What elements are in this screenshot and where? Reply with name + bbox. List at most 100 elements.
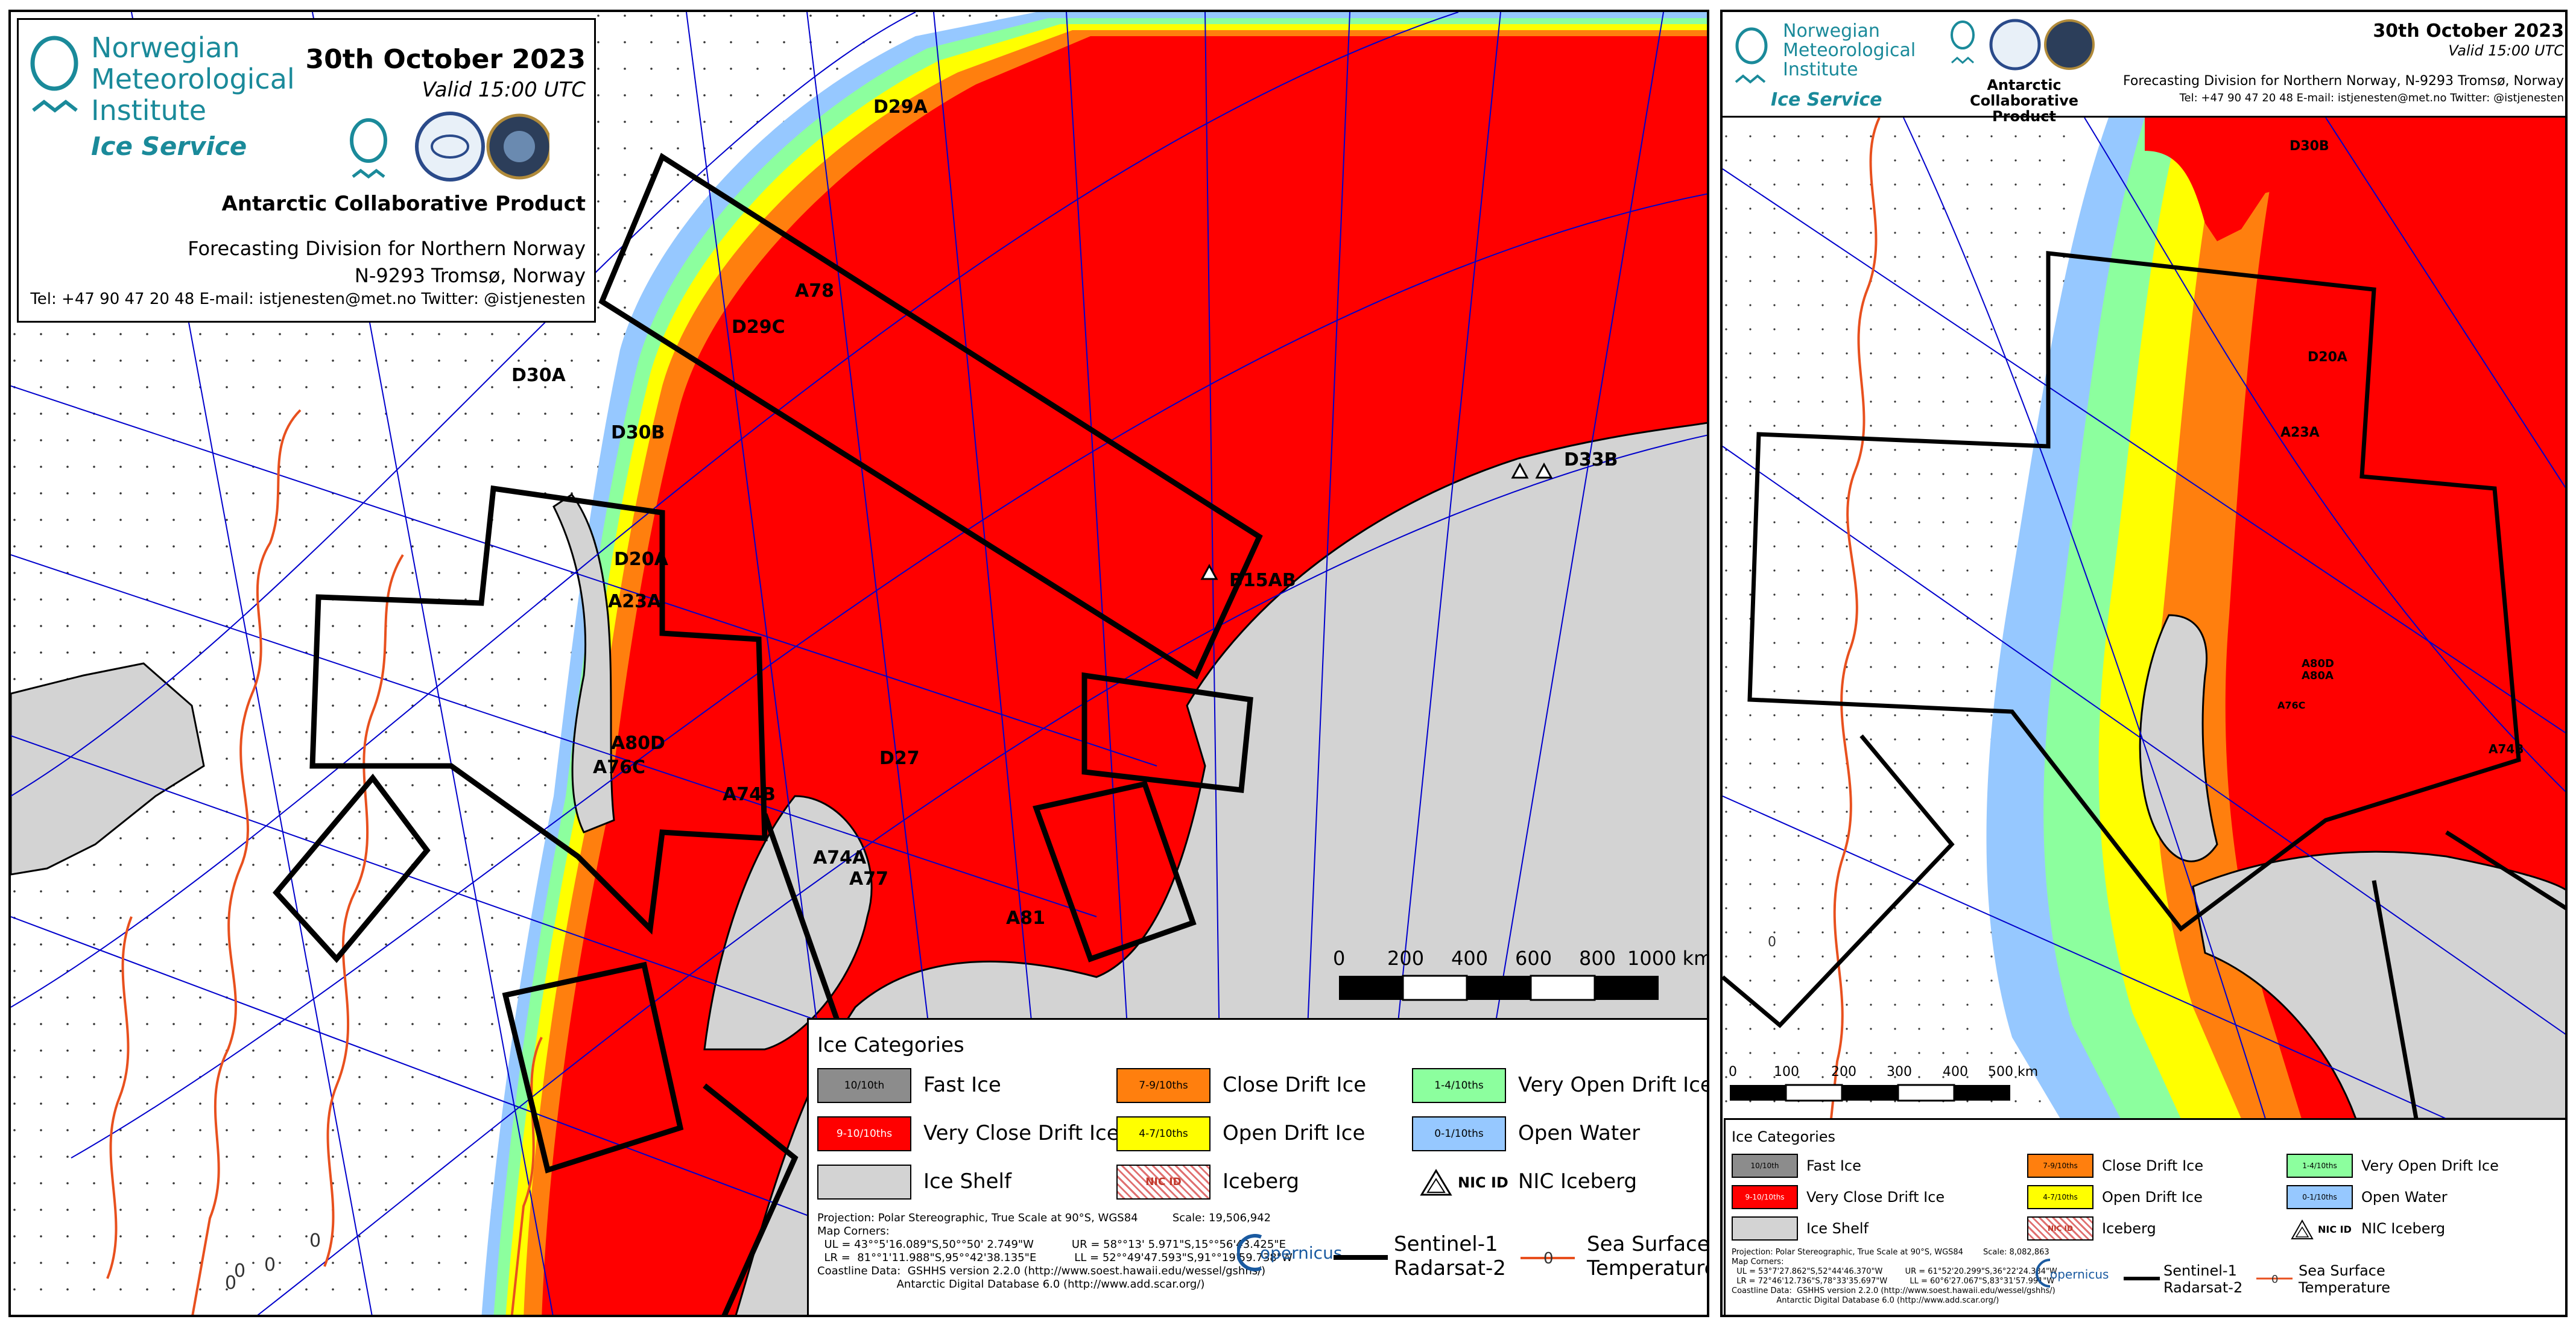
swatch-very-close-drift: 9-10/10ths xyxy=(817,1116,911,1151)
map-metadata: Projection: Polar Stereographic, True Sc… xyxy=(817,1212,1293,1291)
iceberg-label: D30B xyxy=(611,422,665,443)
sst-line-icon: 0 xyxy=(2256,1273,2293,1285)
legend-label: Iceberg xyxy=(2102,1220,2156,1237)
division-info: Forecasting Division for Northern Norway… xyxy=(2122,74,2564,89)
copernicus-logo-icon xyxy=(1237,1234,1262,1271)
sst-label-2: Temperature xyxy=(2299,1279,2391,1296)
swatch-very-close-drift: 9-10/10ths xyxy=(1732,1185,1798,1209)
org-name: Norwegian Meteorological Institute xyxy=(91,31,295,127)
sst-label-2: Temperature xyxy=(1587,1256,1709,1280)
scale-bar: 0 100 200 300 400 500 km xyxy=(1729,1064,2042,1107)
iceberg-label: D29C xyxy=(732,317,785,338)
swatch-open-drift: 4-7/10ths xyxy=(1116,1116,1210,1151)
nic-iceberg-icon xyxy=(1420,1169,1452,1196)
iceberg-label: A77 xyxy=(849,868,888,890)
swatch-open-water: 0-1/10ths xyxy=(2286,1185,2353,1209)
swatch-ice-shelf xyxy=(817,1165,911,1200)
legend-label: Open Water xyxy=(1518,1121,1641,1145)
division-line-2: N-9293 Tromsø, Norway xyxy=(354,264,586,287)
service-name: Ice Service xyxy=(1771,89,1882,110)
scale-tick: 500 km xyxy=(1988,1064,2039,1080)
iceberg-label: D33B xyxy=(1564,449,1618,470)
legend-label: Open Drift Ice xyxy=(2102,1189,2203,1206)
swatch-fast-ice: 10/10th xyxy=(817,1068,911,1103)
legend-label: Iceberg xyxy=(1223,1169,1300,1194)
partner-logos-icon xyxy=(350,112,549,182)
radarsat-label: Radarsat-2 xyxy=(1394,1256,1506,1280)
legend-label: Ice Shelf xyxy=(1806,1220,1869,1237)
legend-label: Very Close Drift Ice xyxy=(1806,1189,1945,1206)
scale-tick: 400 xyxy=(1451,947,1489,970)
scale-tick: 1000 km xyxy=(1627,947,1709,970)
map-metadata: Projection: Polar Stereographic, True Sc… xyxy=(1732,1248,2057,1305)
iceberg-label: A80A xyxy=(2302,669,2334,682)
sentinel-label: Sentinel-1 xyxy=(2163,1262,2237,1279)
scale-tick: 800 xyxy=(1579,947,1616,970)
scale-tick: 400 xyxy=(1943,1064,1968,1080)
iceberg-label: A80D xyxy=(611,733,665,754)
iceberg-label: A23A xyxy=(2280,425,2320,440)
chart-date: 30th October 2023 xyxy=(305,44,586,75)
overview-map: D29A A78 D29C D30A D30B D20A A23A A80D A… xyxy=(8,10,1709,1317)
legend-title: Ice Categories xyxy=(1732,1128,1836,1145)
iceberg-label: A23A xyxy=(608,591,662,612)
swatch-close-drift: 7-9/10ths xyxy=(1116,1068,1210,1103)
legend-label: NIC Iceberg xyxy=(1518,1169,1638,1194)
legend-label: Open Water xyxy=(2361,1189,2448,1206)
iceberg-label: D29A xyxy=(873,96,928,118)
chart-header: Norwegian Meteorological Institute Ice S… xyxy=(17,18,596,323)
copernicus-text: opernicus xyxy=(2050,1267,2109,1282)
swatch-open-drift: 4-7/10ths xyxy=(2027,1185,2093,1209)
service-name: Ice Service xyxy=(91,131,247,161)
iceberg-label: A74A xyxy=(813,847,867,868)
scale-tick: 100 xyxy=(1774,1064,1799,1080)
sst-label: 0 xyxy=(264,1254,276,1276)
met-logo-icon xyxy=(1735,27,1768,84)
legend-label: Very Open Drift Ice xyxy=(2361,1157,2499,1174)
sst-label-1: Sea Surface xyxy=(1587,1232,1709,1256)
legend-label: NIC Iceberg xyxy=(2361,1220,2446,1237)
legend-label: Very Open Drift Ice xyxy=(1518,1073,1709,1097)
sst-line-icon: 0 xyxy=(1521,1250,1575,1267)
sst-label-1: Sea Surface xyxy=(2299,1262,2385,1279)
iceberg-label: A74B xyxy=(2489,742,2524,756)
copernicus-text: opernicus xyxy=(1260,1243,1343,1263)
swatch-open-water: 0-1/10ths xyxy=(1412,1116,1506,1151)
product-name: Antarctic Collaborative Product xyxy=(221,192,586,216)
legend: Ice Categories 10/10th Fast Ice 7-9/10th… xyxy=(807,1018,1709,1315)
ice-chart-geometry-zoom xyxy=(1723,12,2565,1315)
swatch-iceberg: NIC ID xyxy=(2027,1216,2093,1241)
swatch-fast-ice: 10/10th xyxy=(1732,1154,1798,1178)
scale-bar-graphic xyxy=(1730,1084,2010,1102)
sst-label: 0 xyxy=(309,1230,321,1251)
legend-label: Open Drift Ice xyxy=(1223,1121,1366,1145)
partner-logos-icon xyxy=(1951,19,2095,71)
iceberg-label: A76C xyxy=(593,757,645,778)
iceberg-label: D30A xyxy=(511,365,566,386)
scale-bar-graphic xyxy=(1339,975,1659,1001)
iceberg-label: D27 xyxy=(879,748,920,769)
valid-time: Valid 15:00 UTC xyxy=(422,78,586,102)
iceberg-label: A74B xyxy=(723,784,776,805)
iceberg-label: A78 xyxy=(795,280,834,302)
chart-date: 30th October 2023 xyxy=(2373,21,2564,42)
sentinel-line-icon xyxy=(2124,1277,2160,1280)
legend-label: Fast Ice xyxy=(1806,1157,1861,1174)
valid-time: Valid 15:00 UTC xyxy=(2448,42,2564,59)
svg-text:0: 0 xyxy=(2271,1273,2278,1285)
iceberg-label: A80D xyxy=(2302,657,2334,670)
legend-label: Close Drift Ice xyxy=(1223,1073,1367,1097)
nic-id-text: NIC ID xyxy=(1458,1174,1508,1191)
scale-tick: 300 xyxy=(1887,1064,1912,1080)
swatch-iceberg: NIC ID xyxy=(1116,1165,1210,1200)
scale-tick: 200 xyxy=(1387,947,1425,970)
scale-tick: 200 xyxy=(1831,1064,1856,1080)
iceberg-label: A76C xyxy=(2277,700,2306,711)
scale-tick: 0 xyxy=(1729,1064,1737,1080)
sst-label: 0 xyxy=(225,1273,237,1294)
svg-text:0: 0 xyxy=(1543,1250,1554,1267)
copernicus-logo-icon xyxy=(2036,1259,2051,1288)
iceberg-label: B15AB xyxy=(1229,570,1296,591)
sst-label: 0 xyxy=(234,1260,246,1282)
radarsat-label: Radarsat-2 xyxy=(2163,1279,2243,1296)
